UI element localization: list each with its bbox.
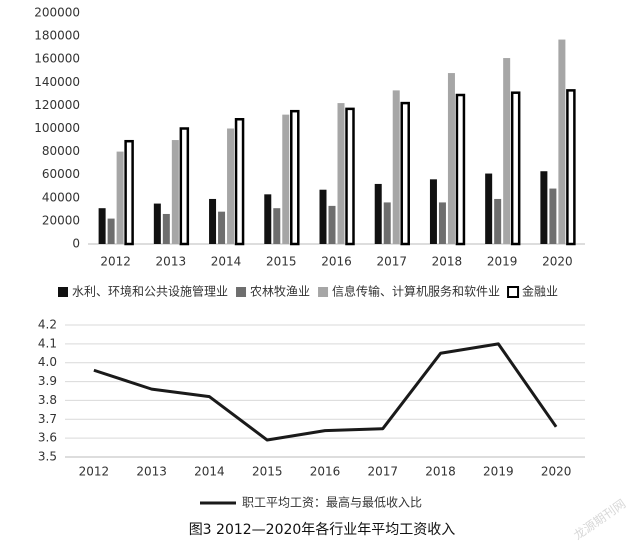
- y-tick-label: 4.0: [38, 355, 57, 369]
- legend-label: 职工平均工资：最高与最低收入比: [242, 495, 422, 510]
- y-tick-label: 4.2: [38, 318, 57, 332]
- bar: [116, 151, 124, 244]
- bar: [494, 198, 502, 244]
- x-tick-label: 2012: [79, 465, 110, 479]
- y-tick-label: 140000: [34, 75, 80, 89]
- bar: [345, 107, 355, 246]
- bar: [171, 140, 179, 244]
- bar: [455, 93, 466, 246]
- x-tick-label: 2013: [136, 465, 167, 479]
- watermark: 龙源期刊网: [571, 497, 628, 543]
- x-tick-label: 2019: [487, 255, 518, 269]
- bar: [98, 208, 106, 244]
- bar: [328, 205, 336, 244]
- bar: [392, 90, 400, 244]
- x-tick-label: 2013: [156, 255, 187, 269]
- y-tick-label: 3.7: [38, 412, 57, 426]
- bar: [264, 194, 272, 244]
- legend-swatch: [58, 287, 68, 297]
- legend-label: 信息传输、计算机服务和软件业: [332, 284, 500, 299]
- x-tick-label: 2017: [368, 465, 399, 479]
- x-tick-label: 2018: [425, 465, 456, 479]
- bar: [227, 128, 235, 244]
- x-tick-label: 2016: [321, 255, 352, 269]
- y-tick-label: 200000: [34, 6, 80, 20]
- bar: [124, 139, 134, 246]
- bar: [107, 218, 115, 244]
- x-tick-label: 2016: [310, 465, 341, 479]
- bar: [549, 188, 557, 244]
- bar: [566, 89, 576, 246]
- y-tick-label: 60000: [42, 167, 80, 181]
- legend-label: 农林牧渔业: [250, 285, 310, 299]
- bar: [273, 208, 281, 244]
- y-tick-label: 3.8: [38, 393, 57, 407]
- x-tick-label: 2015: [252, 465, 283, 479]
- x-tick-label: 2020: [541, 465, 572, 479]
- bar: [337, 103, 345, 244]
- x-tick-label: 2018: [432, 255, 463, 269]
- bar: [209, 198, 217, 244]
- y-tick-label: 180000: [34, 29, 80, 43]
- bar: [540, 171, 548, 244]
- x-tick-label: 2014: [194, 465, 225, 479]
- y-tick-label: 3.6: [38, 431, 57, 445]
- legend-swatch: [318, 287, 329, 297]
- y-tick-label: 80000: [42, 144, 80, 158]
- bar: [429, 179, 437, 244]
- bar: [447, 73, 455, 244]
- x-tick-label: 2017: [376, 255, 407, 269]
- x-tick-label: 2012: [100, 255, 131, 269]
- bar: [400, 101, 410, 246]
- legend-label: 水利、环境和公共设施管理业: [72, 284, 228, 299]
- bar: [290, 109, 300, 246]
- bar: [558, 39, 566, 244]
- y-tick-label: 120000: [34, 98, 80, 112]
- line: [93, 342, 558, 442]
- bar: [218, 211, 226, 244]
- y-tick-label: 3.9: [38, 374, 57, 388]
- y-tick-label: 40000: [42, 190, 80, 204]
- legend-swatch: [507, 286, 520, 298]
- y-tick-label: 0: [72, 237, 80, 251]
- bar: [383, 202, 391, 244]
- bar: [282, 114, 290, 244]
- bar: [503, 58, 511, 244]
- y-tick-label: 4.1: [38, 336, 57, 350]
- bar: [510, 91, 521, 246]
- bar: [234, 118, 245, 246]
- caption: 图3 2012—2020年各行业年平均工资收入: [189, 522, 456, 538]
- y-tick-label: 160000: [34, 52, 80, 66]
- bar: [179, 127, 190, 246]
- bar: [153, 203, 161, 244]
- y-tick-label: 20000: [42, 213, 80, 227]
- bar: [319, 189, 327, 244]
- x-tick-label: 2015: [266, 255, 297, 269]
- x-tick-label: 2019: [483, 465, 514, 479]
- bar: [438, 202, 446, 244]
- y-tick-label: 100000: [34, 121, 80, 135]
- x-tick-label: 2020: [542, 255, 573, 269]
- bar: [485, 173, 493, 244]
- x-tick-label: 2014: [211, 255, 242, 269]
- legend-swatch: [236, 287, 247, 297]
- bar: [162, 213, 170, 244]
- y-tick-label: 3.5: [38, 450, 57, 464]
- legend-label: 金融业: [522, 284, 558, 299]
- bar: [374, 183, 382, 244]
